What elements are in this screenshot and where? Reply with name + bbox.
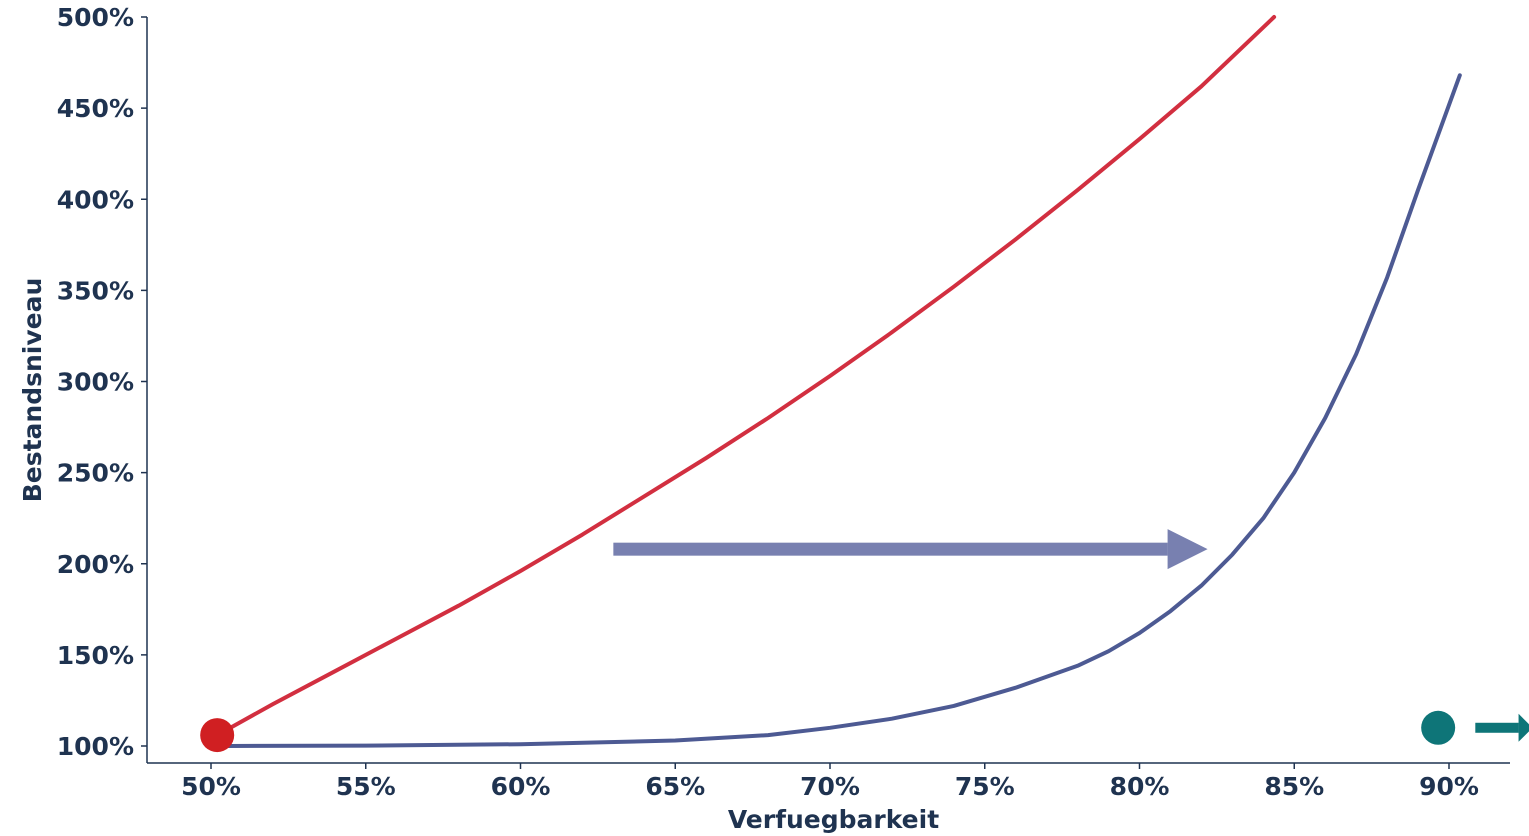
x-tick-label: 80% xyxy=(1110,772,1170,801)
series-layer xyxy=(215,15,1462,748)
shift-arrow-head xyxy=(1167,529,1208,570)
target-arrow-head xyxy=(1518,713,1529,742)
y-tick-label: 150% xyxy=(57,641,134,670)
x-tick-label: 50% xyxy=(181,772,241,801)
x-tick-label: 75% xyxy=(955,772,1015,801)
x-tick-group: 50% 55% 60% 65% 70% 75% 80% 85% 90% xyxy=(181,763,1479,801)
y-tick-label: 450% xyxy=(57,94,134,123)
x-tick-label: 70% xyxy=(800,772,860,801)
target-arrow-shaft xyxy=(1475,722,1519,733)
axes xyxy=(146,17,1510,764)
x-tick-label: 55% xyxy=(336,772,396,801)
x-tick-label: 60% xyxy=(491,772,551,801)
y-tick-group: 100% 150% 200% 250% 300% 350% 400% 450% 500% xyxy=(57,3,147,761)
y-tick-label: 400% xyxy=(57,185,134,214)
start-point-marker xyxy=(200,718,235,753)
shift-arrow xyxy=(613,529,1208,570)
annotation-layer xyxy=(613,529,1529,742)
y-tick-label: 500% xyxy=(57,3,134,32)
y-tick-label: 100% xyxy=(57,732,134,761)
x-axis-title: Verfuegbarkeit xyxy=(728,805,939,834)
y-tick-label: 350% xyxy=(57,276,134,305)
shift-arrow-shaft xyxy=(613,542,1168,556)
x-tick-label: 65% xyxy=(645,772,705,801)
target-arrow xyxy=(1475,713,1529,742)
y-axis-title: Bestandsniveau xyxy=(18,278,47,503)
y-tick-label: 200% xyxy=(57,550,134,579)
y-tick-label: 300% xyxy=(57,368,134,397)
x-tick-label: 85% xyxy=(1264,772,1324,801)
y-tick-label: 250% xyxy=(57,459,134,488)
marker-layer xyxy=(200,710,1456,753)
x-tick-label: 90% xyxy=(1419,772,1479,801)
series-line-2 xyxy=(224,73,1462,748)
target-point-marker xyxy=(1421,710,1456,745)
series-line-1 xyxy=(215,15,1277,738)
